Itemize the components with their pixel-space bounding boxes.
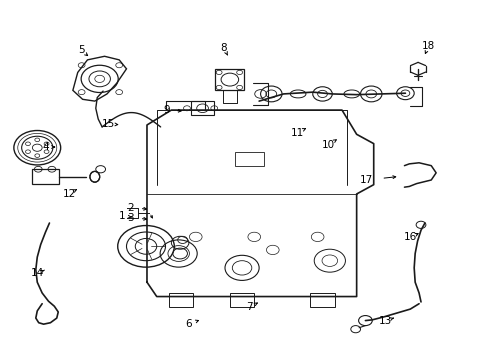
Text: 6: 6 (185, 319, 191, 329)
Text: 18: 18 (421, 41, 434, 50)
Bar (234, 152, 264, 166)
Bar (168, 293, 193, 307)
Text: 17: 17 (359, 175, 372, 185)
Text: 4: 4 (42, 142, 49, 152)
Text: 16: 16 (403, 232, 416, 242)
Text: 8: 8 (220, 43, 227, 53)
Text: 5: 5 (78, 45, 84, 55)
Text: 10: 10 (321, 140, 334, 150)
Text: 2: 2 (127, 203, 134, 213)
Bar (310, 293, 334, 307)
Text: 3: 3 (127, 213, 134, 222)
Text: 7: 7 (245, 302, 252, 312)
Text: 14: 14 (31, 268, 44, 278)
Text: 11: 11 (290, 128, 303, 138)
Text: 13: 13 (379, 316, 392, 325)
Text: 15: 15 (101, 119, 114, 129)
Text: 1: 1 (119, 211, 125, 221)
Text: 9: 9 (163, 105, 169, 115)
Bar (32, 169, 59, 184)
Bar (190, 101, 214, 116)
Bar (229, 293, 254, 307)
Bar (215, 69, 244, 90)
Text: 12: 12 (62, 189, 76, 199)
